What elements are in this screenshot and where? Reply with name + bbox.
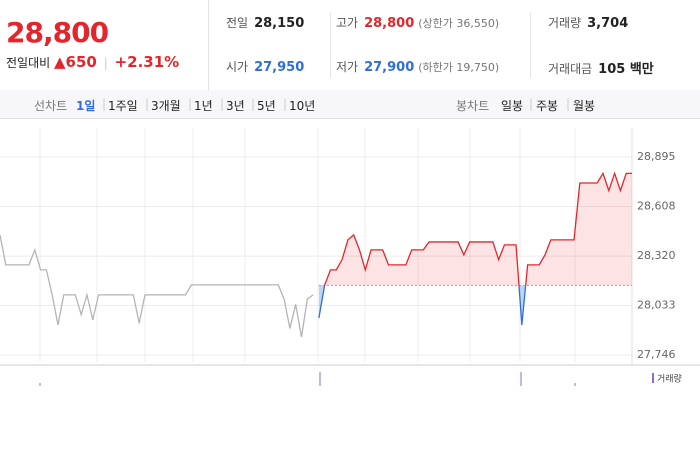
price: 28,800 <box>6 16 109 49</box>
stat-value: 105 백만 <box>598 62 654 77</box>
tab[interactable]: 1일 <box>76 99 96 113</box>
stat-label: 저가 <box>336 60 359 74</box>
price-line-up <box>323 171 632 286</box>
stat-value: 27,950 <box>254 60 305 75</box>
stat-note: (하한가 19,750) <box>418 61 500 74</box>
y-tick-label: 28,033 <box>637 299 676 312</box>
tab[interactable]: 3개월 <box>151 99 181 113</box>
stat-label: 고가 <box>336 16 359 30</box>
tab-divider: | <box>188 97 193 111</box>
stat: 시가 27,950 <box>226 58 304 75</box>
change-label: 전일대비 <box>6 56 51 70</box>
price-box: 28,800 전일대비 ▲650 | +2.31% <box>0 0 209 90</box>
y-tick-label: 27,746 <box>637 348 676 361</box>
stat-note: (상한가 36,550) <box>418 17 500 30</box>
stat-value: 28,150 <box>254 16 305 31</box>
divider <box>530 12 531 78</box>
stat: 전일 28,150 <box>226 14 304 31</box>
stat-value: 28,800 <box>364 16 415 31</box>
tab-divider: | <box>529 97 534 111</box>
tab-divider: | <box>220 97 225 111</box>
y-tick-label: 28,320 <box>637 249 676 262</box>
tab[interactable]: 일봉 <box>501 99 524 113</box>
price-line <box>0 234 314 338</box>
stat-value: 3,704 <box>587 16 629 31</box>
tab[interactable]: 10년 <box>289 99 316 113</box>
change-rate: +2.31% <box>114 53 180 71</box>
stat: 거래대금 105 백만 <box>548 58 654 77</box>
stat-value: 27,900 <box>364 60 415 75</box>
tab[interactable]: 월봉 <box>573 99 596 113</box>
y-tick-label: 28,895 <box>637 150 676 163</box>
stat: 저가 27,900 (하한가 19,750) <box>336 58 499 75</box>
area-up <box>318 173 632 286</box>
tab-divider: | <box>566 97 571 111</box>
stat-label: 거래대금 <box>548 62 593 76</box>
stat: 거래량 3,704 <box>548 14 628 31</box>
volume-legend-swatch <box>652 373 654 383</box>
tab-group-label: 봉차트 <box>456 99 490 113</box>
stat-label: 시가 <box>226 60 249 74</box>
stat-label: 거래량 <box>548 16 582 30</box>
period-tabs: 선차트 1일 | 1주일 | 3개월 | 1년 | 3년 | 5년 | 10년 봉차트 일봉 | 주봉 | 월봉 <box>0 90 700 119</box>
tab-divider: | <box>283 97 288 111</box>
tab[interactable]: 3년 <box>226 99 245 113</box>
stat: 고가 28,800 (상한가 36,550) <box>336 14 499 31</box>
tab-divider: | <box>251 97 256 111</box>
stat-label: 전일 <box>226 16 249 30</box>
tab-group-label: 선차트 <box>34 99 68 113</box>
y-tick-label: 28,608 <box>637 199 676 212</box>
tab[interactable]: 5년 <box>257 99 276 113</box>
tab[interactable]: 1년 <box>194 99 213 113</box>
change-value: ▲650 <box>54 53 97 71</box>
quote-header: 28,800 전일대비 ▲650 | +2.31% 전일 28,150 고가 28,8… <box>0 0 700 91</box>
change: 전일대비 ▲650 | +2.31% <box>6 53 180 71</box>
volume-legend: 거래량 <box>657 373 682 385</box>
tab-divider: | <box>102 97 107 111</box>
tab[interactable]: 1주일 <box>108 99 138 113</box>
tab-divider: | <box>145 97 150 111</box>
tab[interactable]: 주봉 <box>536 99 559 113</box>
divider <box>330 12 331 78</box>
